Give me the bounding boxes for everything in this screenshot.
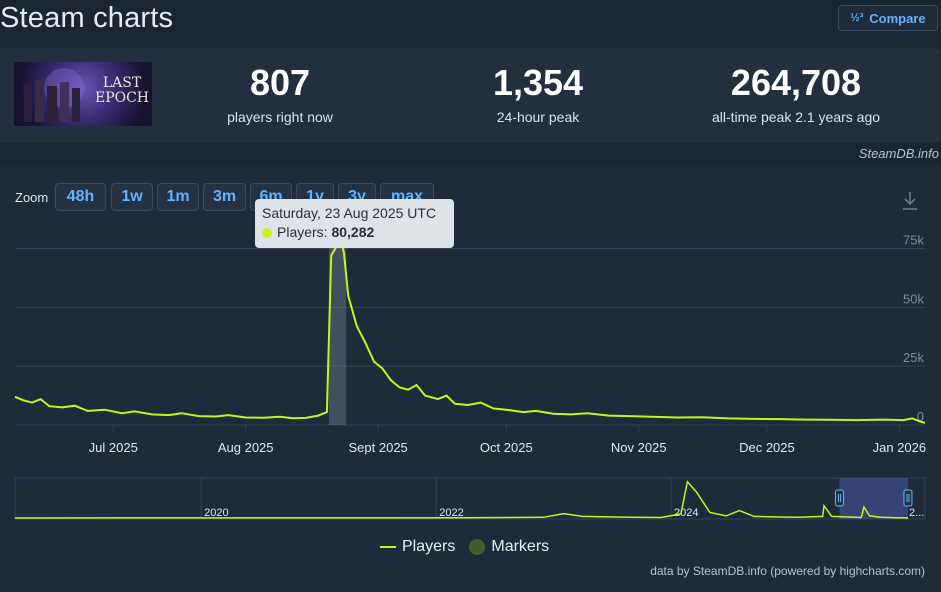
line-swatch-icon	[380, 546, 396, 548]
game-logo: LAST EPOCH	[92, 76, 152, 106]
stat-label: 24-hour peak	[496, 109, 580, 125]
page-title: Steam charts	[0, 2, 174, 34]
series-dot-icon	[262, 228, 272, 238]
game-logo-line2: EPOCH	[94, 90, 150, 106]
tooltip-date: Saturday, 23 Aug 2025 UTC	[262, 205, 437, 221]
legend-item-markers[interactable]: Markers	[469, 538, 549, 556]
compare-label: Compare	[869, 10, 926, 26]
legend-players-label: Players	[402, 538, 456, 555]
game-logo-line1: LAST	[102, 75, 142, 91]
game-thumbnail[interactable]: LAST EPOCH	[14, 62, 152, 126]
zoom-1w-button[interactable]: 1w	[111, 183, 153, 211]
tooltip: Saturday, 23 Aug 2025 UTC Players: 80,28…	[255, 199, 454, 248]
tooltip-value: 80,282	[331, 224, 375, 240]
zoom-label: Zoom	[15, 190, 49, 205]
compare-button[interactable]: ½³ Compare	[838, 5, 938, 31]
stat-all-time-peak: 264,708 all-time peak 2.1 years ago	[686, 62, 906, 126]
stat-value: 807	[249, 62, 311, 103]
steamdb-credit[interactable]: SteamDB.info	[858, 146, 939, 161]
stat-value: 1,354	[492, 62, 584, 103]
stat-value: 264,708	[730, 62, 862, 103]
zoom-48h-button[interactable]: 48h	[55, 183, 106, 211]
legend-markers-label: Markers	[491, 538, 550, 555]
game-art	[24, 68, 84, 122]
marker-swatch-icon	[469, 539, 486, 555]
zoom-3m-button[interactable]: 3m	[203, 183, 246, 211]
stat-24h-peak: 1,354 24-hour peak	[438, 62, 638, 126]
stat-label: players right now	[227, 109, 333, 125]
zoom-1m-button[interactable]: 1m	[157, 183, 199, 211]
legend-item-players[interactable]: Players	[380, 538, 455, 556]
chart-panel	[0, 163, 941, 592]
download-icon[interactable]	[900, 190, 920, 217]
stat-players-now: 807 players right now	[180, 62, 380, 126]
tooltip-value-row: Players: 80,282	[262, 224, 447, 240]
chart-legend: Players Markers	[380, 538, 549, 556]
stat-label: all-time peak 2.1 years ago	[711, 109, 881, 125]
highcharts-credit[interactable]: data by SteamDB.info (powered by highcha…	[650, 564, 925, 578]
tooltip-series-label: Players:	[277, 224, 328, 240]
stats-panel: LAST EPOCH 807 players right now 1,354 2…	[0, 48, 941, 143]
sort-numeric-icon: ½³	[850, 12, 864, 24]
